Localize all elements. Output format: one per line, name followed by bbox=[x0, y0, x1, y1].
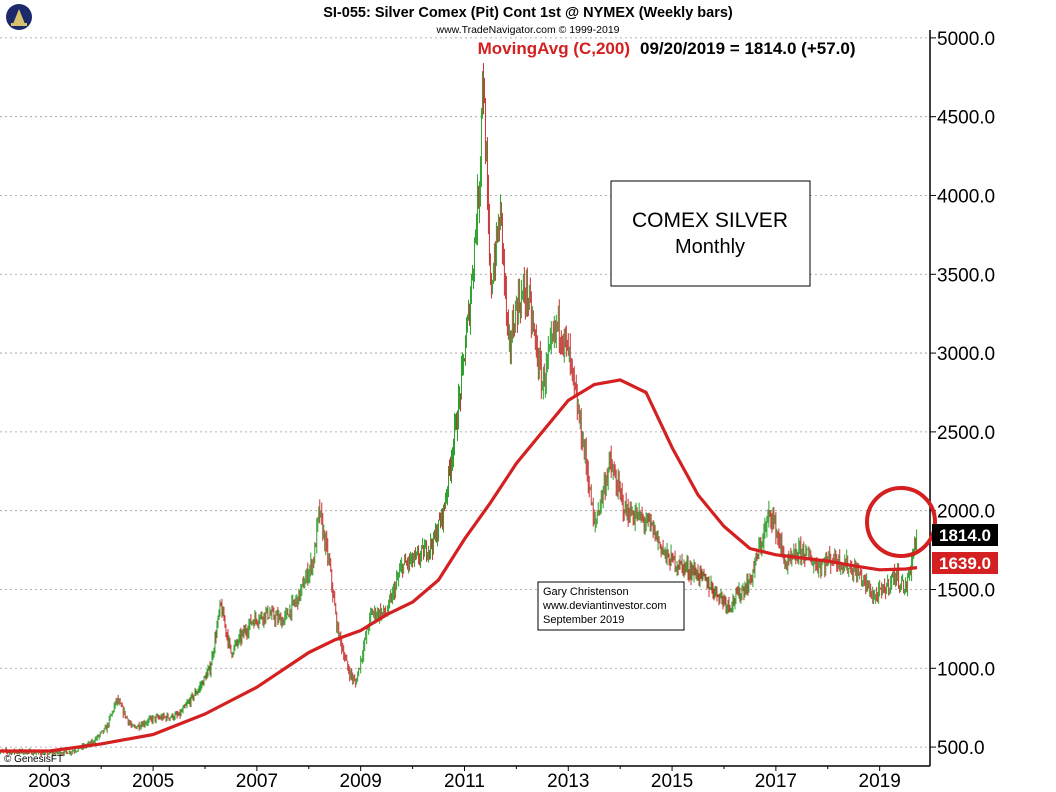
ma-legend-value: 09/20/2019 = 1814.0 (+57.0) bbox=[640, 39, 856, 58]
close-price-tag: 1814.0 bbox=[932, 524, 998, 546]
y-tick-label: 4000.0 bbox=[937, 186, 995, 207]
x-axis-ticks: 2003 2005 2007 2009 2011 2013 2015 2017 2019 bbox=[28, 766, 901, 792]
close-price-tag-text: 1814.0 bbox=[939, 526, 991, 545]
author-name: Gary Christenson bbox=[543, 586, 629, 598]
author-date: September 2019 bbox=[543, 614, 624, 626]
genesis-logo-icon bbox=[6, 4, 32, 30]
price-bars bbox=[0, 63, 918, 757]
x-tick-label: 2007 bbox=[236, 771, 278, 792]
x-tick-label: 2015 bbox=[651, 771, 693, 792]
y-tick-label: 3000.0 bbox=[937, 344, 995, 365]
x-tick-label: 2009 bbox=[340, 771, 382, 792]
annotation-subtitle: Monthly bbox=[675, 236, 745, 258]
ma-legend-label: MovingAvg (C,200) bbox=[478, 39, 630, 58]
y-tick-label: 2000.0 bbox=[937, 502, 995, 523]
moving-average-line bbox=[0, 378, 918, 753]
footer-logo-text: © GenesisFT bbox=[4, 754, 63, 765]
ma-price-tag-text: 1639.0 bbox=[939, 554, 991, 573]
chart-title: SI-055: Silver Comex (Pit) Cont 1st @ NY… bbox=[323, 5, 733, 21]
x-tick-label: 2017 bbox=[755, 771, 797, 792]
annotation-title: COMEX SILVER bbox=[632, 209, 788, 232]
ma-price-tag: 1639.0 bbox=[932, 552, 998, 574]
author-box bbox=[537, 581, 685, 631]
y-tick-label: 1500.0 bbox=[937, 580, 995, 601]
y-tick-label: 500.0 bbox=[937, 738, 985, 759]
copyright-text: www.TradeNavigator.com © 1999-2019 bbox=[435, 24, 619, 36]
x-tick-label: 2019 bbox=[859, 771, 901, 792]
x-tick-label: 2003 bbox=[28, 771, 70, 792]
x-tick-label: 2005 bbox=[132, 771, 174, 792]
y-tick-label: 2500.0 bbox=[937, 423, 995, 444]
y-axis-ticks: 500.0 1000.0 1500.0 2000.0 2500.0 3000.0 3500.… bbox=[930, 29, 995, 759]
x-tick-label: 2011 bbox=[444, 771, 485, 792]
annotation-box bbox=[610, 180, 811, 287]
y-tick-label: 3500.0 bbox=[937, 265, 995, 286]
author-website: www.deviantinvestor.com bbox=[542, 600, 667, 612]
x-tick-label: 2013 bbox=[547, 771, 589, 792]
highlight-circle bbox=[865, 486, 937, 558]
y-tick-label: 1000.0 bbox=[937, 659, 995, 680]
y-tick-label: 4500.0 bbox=[937, 108, 995, 129]
y-tick-label: 5000.0 bbox=[937, 29, 995, 50]
